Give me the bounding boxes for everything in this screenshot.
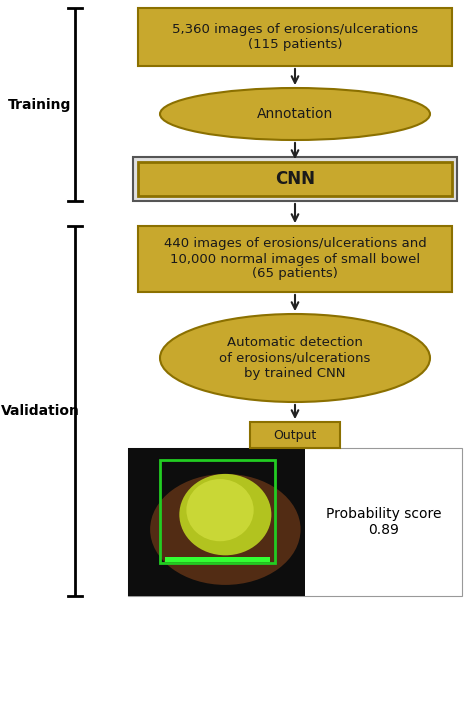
- Bar: [250, 422, 340, 448]
- Ellipse shape: [179, 474, 272, 556]
- Ellipse shape: [160, 88, 430, 140]
- Bar: [128, 448, 462, 596]
- Text: Automatic detection
of erosions/ulcerations
by trained CNN: Automatic detection of erosions/ulcerati…: [219, 337, 371, 380]
- Ellipse shape: [150, 474, 301, 585]
- Ellipse shape: [186, 479, 254, 541]
- Text: 5,360 images of erosions/ulcerations
(115 patients): 5,360 images of erosions/ulcerations (11…: [172, 23, 418, 51]
- Text: Training: Training: [9, 97, 72, 112]
- Text: Validation: Validation: [0, 404, 80, 418]
- Bar: [138, 8, 452, 66]
- Bar: [128, 448, 305, 596]
- Text: Output: Output: [273, 428, 317, 441]
- Bar: [165, 558, 270, 563]
- Text: 440 images of erosions/ulcerations and
10,000 normal images of small bowel
(65 p: 440 images of erosions/ulcerations and 1…: [164, 237, 427, 280]
- Bar: [138, 162, 452, 196]
- Text: Probability score
0.89: Probability score 0.89: [326, 507, 441, 537]
- Ellipse shape: [160, 314, 430, 402]
- Bar: [133, 157, 457, 201]
- Text: Annotation: Annotation: [257, 107, 333, 121]
- Bar: [160, 460, 275, 563]
- Text: CNN: CNN: [275, 170, 315, 188]
- Bar: [138, 226, 452, 292]
